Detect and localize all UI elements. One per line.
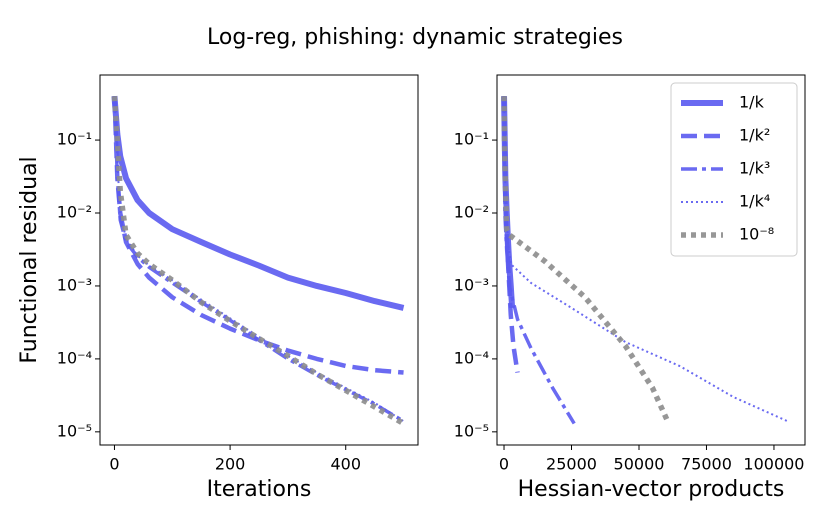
y-tick-label: 10⁻³ xyxy=(57,275,92,294)
y-tick-label: 10⁻⁵ xyxy=(57,421,92,440)
y-tick-label: 10⁻² xyxy=(454,203,489,222)
y-axis-label: Functional residual xyxy=(17,156,42,363)
x-axis-label: Hessian-vector products xyxy=(518,477,785,502)
series-line xyxy=(112,96,405,423)
y-tick-label: 10⁻¹ xyxy=(454,130,489,149)
y-tick-label: 10⁻⁴ xyxy=(57,348,92,367)
chart-title: Log-reg, phishing: dynamic strategies xyxy=(207,25,623,50)
x-tick-label: 100000 xyxy=(743,455,804,474)
x-tick-label: 0 xyxy=(109,455,119,474)
x-tick-label: 0 xyxy=(499,455,509,474)
legend-label: 1/k² xyxy=(739,126,770,145)
x-tick-label: 400 xyxy=(330,455,361,474)
x-tick-label: 25000 xyxy=(546,455,597,474)
axes-frame xyxy=(496,74,806,446)
y-tick-label: 10⁻⁴ xyxy=(454,348,489,367)
y-tick-label: 10⁻² xyxy=(57,203,92,222)
legend-label: 1/k xyxy=(739,93,765,112)
y-tick-label: 10⁻¹ xyxy=(57,130,92,149)
y-tick-label: 10⁻⁵ xyxy=(454,421,489,440)
legend-label: 1/k³ xyxy=(739,159,770,178)
legend-label: 1/k⁴ xyxy=(739,192,770,211)
series-line xyxy=(502,96,576,425)
legend-box xyxy=(670,82,798,257)
plot-area xyxy=(501,96,788,425)
x-tick-label: 200 xyxy=(215,455,246,474)
axes-frame xyxy=(99,74,419,446)
x-tick-label: 50000 xyxy=(614,455,665,474)
y-tick-label: 10⁻³ xyxy=(454,275,489,294)
legend-label: 10⁻⁸ xyxy=(739,225,774,244)
series-line xyxy=(113,96,405,423)
series-line xyxy=(111,95,405,426)
series-line xyxy=(111,95,405,311)
series-line xyxy=(501,96,672,425)
x-tick-label: 75000 xyxy=(681,455,732,474)
series-line xyxy=(112,96,404,375)
plot-area xyxy=(111,95,405,426)
x-axis-label: Iterations xyxy=(207,477,312,502)
